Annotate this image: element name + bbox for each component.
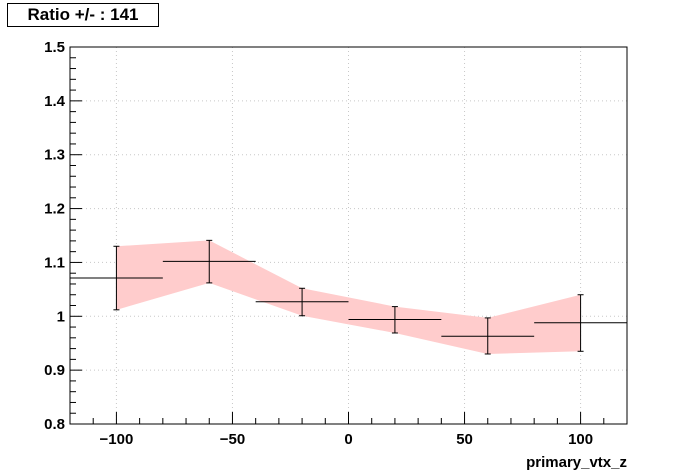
data-point — [441, 317, 535, 355]
data-point — [534, 294, 627, 352]
grid — [70, 47, 627, 424]
data-points — [70, 239, 627, 355]
y-tick-label: 1.1 — [44, 254, 65, 271]
y-tick-label: 1.5 — [44, 39, 65, 56]
band-polygon — [116, 240, 581, 354]
x-tick-label: −100 — [100, 431, 134, 448]
y-tick-label: 0.9 — [44, 362, 65, 379]
y-tick-label: 0.8 — [44, 416, 65, 433]
x-tick-label: −50 — [220, 431, 245, 448]
y-tick-label: 1.3 — [44, 147, 65, 164]
y-tick-label: 1 — [57, 308, 65, 325]
x-tick-label: 100 — [568, 431, 593, 448]
y-tick-label: 1.2 — [44, 201, 65, 218]
axes: −100 −50 0 50 100 0.8 0.9 1 1.1 1.2 1.3 1.4 1.5 — [44, 39, 628, 448]
data-point — [348, 306, 442, 334]
data-point — [70, 245, 163, 311]
y-tick-label: 1.4 — [44, 93, 66, 110]
data-point — [162, 239, 256, 284]
x-tick-label: 50 — [456, 431, 473, 448]
uncertainty-band — [116, 240, 581, 354]
data-point — [255, 287, 349, 317]
chart-title: Ratio +/- : 141 — [7, 3, 159, 27]
x-axis-title: primary_vtx_z — [526, 454, 627, 471]
x-tick-label: 0 — [344, 431, 352, 448]
